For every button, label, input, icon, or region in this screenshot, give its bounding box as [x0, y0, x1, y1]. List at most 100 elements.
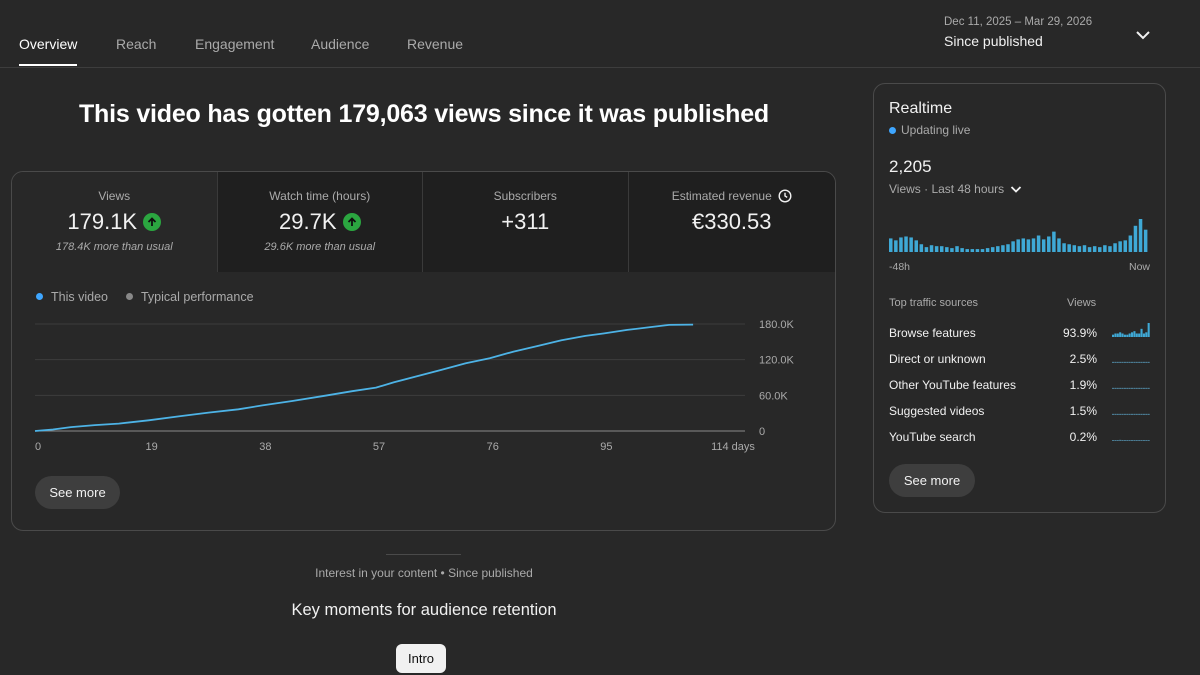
tab-overview[interactable]: Overview [19, 36, 78, 66]
y-tick-label: 120.0K [759, 355, 795, 367]
sparkline-bar [1140, 413, 1143, 415]
realtime-bar [1143, 229, 1148, 252]
metric-label: Subscribers [493, 189, 557, 203]
tab-reach[interactable]: Reach [116, 36, 157, 52]
metric-views[interactable]: Views 179.1K 178.4K more than usual [12, 172, 218, 272]
date-range-selector[interactable]: Dec 11, 2025 – Mar 29, 2026 Since publis… [944, 16, 1092, 49]
realtime-bar [1067, 244, 1071, 252]
date-range-dates: Dec 11, 2025 – Mar 29, 2026 [944, 16, 1093, 28]
x-tick-label: 57 [373, 441, 385, 453]
live-label: Updating live [901, 123, 971, 137]
x-tick-label: 19 [146, 441, 158, 453]
legend-label: Typical performance [140, 290, 254, 304]
realtime-bar [1103, 245, 1107, 252]
traffic-sources-title: Top traffic sources [889, 297, 979, 309]
sparkline-bar [1133, 413, 1136, 415]
metric-value-row: 29.7K [218, 209, 423, 235]
date-range-dropdown-button[interactable] [1132, 24, 1154, 46]
metric-estimated-revenue[interactable]: Estimated revenue €330.53 [628, 172, 835, 272]
sparkline-bar [1119, 413, 1122, 415]
traffic-source-row[interactable]: YouTube search 0.2% [889, 430, 1151, 450]
sparkline-bar [1135, 361, 1138, 363]
traffic-source-name: Other YouTube features [889, 378, 1016, 392]
metric-comparison: 29.6K more than usual [264, 241, 376, 253]
realtime-bar [996, 246, 1000, 252]
x-tick-label: 114 days [711, 441, 755, 453]
sparkline-bar [1140, 328, 1143, 337]
sparkline-bar [1114, 413, 1117, 415]
traffic-source-row[interactable]: Suggested videos 1.5% [889, 404, 1151, 424]
sparkline-bar [1123, 413, 1126, 415]
traffic-source-row[interactable]: Direct or unknown 2.5% [889, 352, 1151, 372]
sparkline-bar [1121, 361, 1124, 363]
sparkline-bar [1126, 387, 1129, 389]
legend-typical[interactable]: Typical performance [125, 290, 254, 304]
see-more-button[interactable]: See more [35, 476, 120, 509]
sparkline-bar [1112, 413, 1115, 415]
intro-chip[interactable]: Intro [396, 644, 446, 673]
metric-watch-time[interactable]: Watch time (hours) 29.7K 29.6K more than… [217, 172, 423, 272]
realtime-see-more-button[interactable]: See more [889, 464, 975, 497]
traffic-sources-header: Top traffic sources Views [889, 297, 1151, 309]
chevron-down-icon [1011, 186, 1022, 193]
traffic-sparkline [1112, 439, 1150, 441]
sparkline-bar [1135, 387, 1138, 389]
realtime-bar-chart[interactable] [889, 214, 1151, 254]
realtime-count: 2,205 [889, 157, 932, 176]
traffic-source-name: YouTube search [889, 430, 976, 444]
traffic-sources-column: Views [1067, 297, 1097, 309]
sparkline-bar [1142, 333, 1145, 337]
realtime-bar [1057, 238, 1061, 252]
tab-audience[interactable]: Audience [311, 36, 370, 52]
traffic-source-percent: 0.2% [1069, 430, 1097, 444]
legend-label: This video [51, 290, 108, 304]
metric-value: 29.7K [279, 209, 337, 234]
realtime-bar [1047, 236, 1051, 252]
realtime-bar [1052, 231, 1056, 252]
realtime-bar [934, 246, 939, 252]
sparkline-bar [1121, 333, 1124, 337]
realtime-bar [1077, 246, 1082, 252]
realtime-bar [1087, 247, 1092, 252]
realtime-bar [965, 249, 969, 252]
metric-subscribers[interactable]: Subscribers +311 [423, 172, 629, 272]
sparkline-bar [1126, 361, 1129, 363]
realtime-title: Realtime [889, 100, 953, 117]
sparkline-bar [1116, 387, 1119, 389]
realtime-period-dropdown[interactable]: Views · Last 48 hours [889, 181, 1024, 197]
sparkline-bar [1126, 413, 1129, 415]
page-headline: This video has gotten 179,063 views sinc… [78, 100, 770, 128]
traffic-source-row[interactable]: Other YouTube features 1.9% [889, 378, 1151, 398]
realtime-bar [929, 245, 934, 252]
traffic-source-percent: 1.9% [1069, 378, 1097, 392]
sparkline-bar [1116, 333, 1119, 337]
sparkline-bar [1131, 387, 1134, 389]
traffic-source-name: Suggested videos [889, 404, 985, 418]
traffic-source-row[interactable]: Browse features 93.9% [889, 323, 1151, 346]
sparkline-bar [1135, 440, 1138, 441]
legend-this-video[interactable]: This video [36, 290, 108, 304]
realtime-bar [894, 240, 898, 252]
realtime-bar [955, 246, 959, 252]
interest-section-label: Interest in your content • Since publish… [315, 566, 533, 580]
sparkline-bar [1119, 332, 1122, 337]
sparkline-bar [1123, 361, 1126, 363]
sparkline-bar [1145, 332, 1148, 337]
realtime-bar [970, 249, 975, 252]
realtime-card: Realtime Updating live 2,205 Views · Las… [873, 83, 1166, 513]
sparkline-bar [1114, 387, 1117, 389]
traffic-source-name: Direct or unknown [889, 352, 986, 366]
traffic-sparkline [1112, 413, 1150, 415]
realtime-bar [990, 247, 995, 252]
traffic-sparkline [1112, 387, 1150, 389]
sparkline-bar [1133, 361, 1136, 363]
realtime-bar [980, 249, 985, 252]
views-line-chart[interactable]: 180.0K 120.0K 60.0K 0 0 19 38 57 76 95 114 days [12, 312, 836, 487]
tab-revenue[interactable]: Revenue [407, 36, 464, 52]
tab-engagement[interactable]: Engagement [195, 36, 275, 52]
sparkline-bar [1147, 440, 1150, 441]
chart-legend: This video Typical performance [36, 290, 254, 304]
realtime-bar [1026, 239, 1031, 252]
realtime-bar [1138, 219, 1143, 252]
sparkline-bar [1138, 440, 1141, 441]
